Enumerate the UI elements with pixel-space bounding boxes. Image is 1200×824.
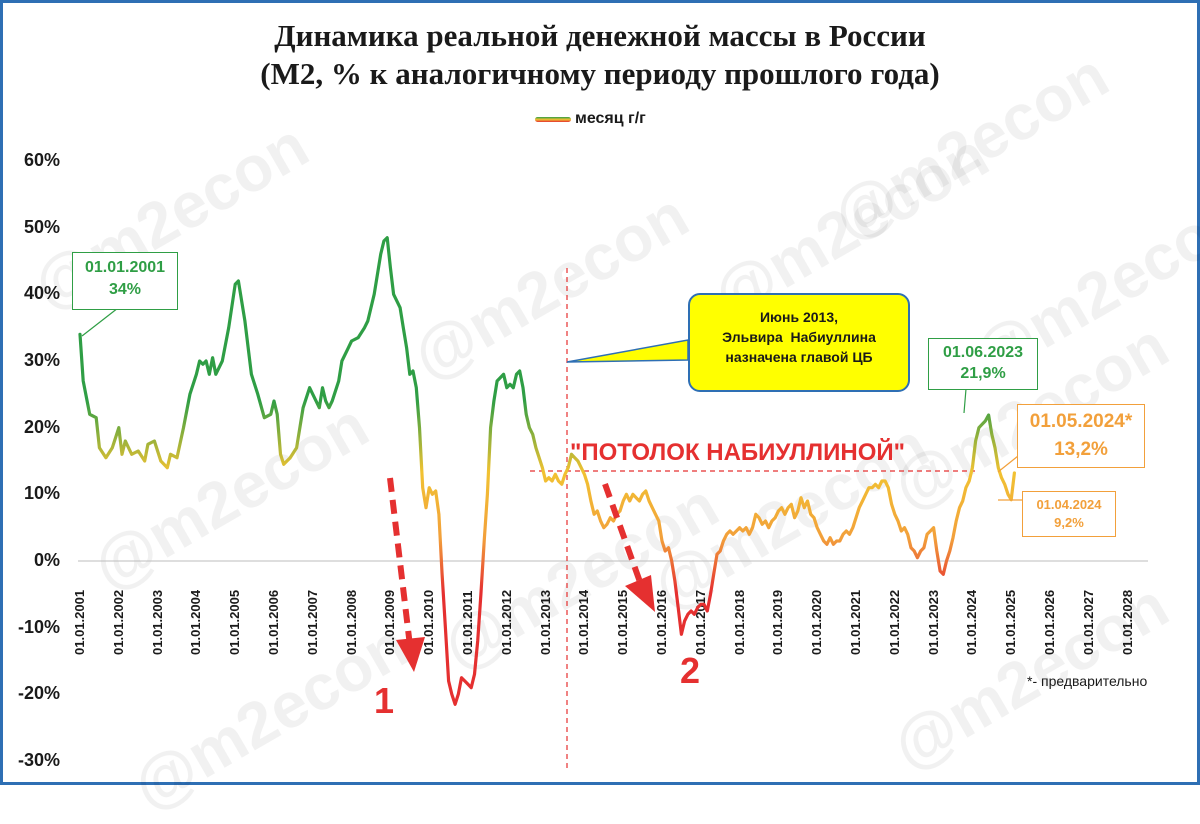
y-tick-label: 50% (23, 216, 60, 237)
prev-callout-date: 01.04.2024 (1036, 497, 1102, 512)
legend: месяц г/г (535, 110, 646, 128)
legend-label: месяц г/г (575, 110, 646, 127)
last-callout: 01.05.2024* 13,2% (1017, 404, 1145, 468)
y-tick-label: -10% (17, 616, 60, 637)
peak-callout-pointer (963, 388, 967, 414)
nabiullina-note: Июнь 2013, Эльвира Набиуллина назначена … (688, 293, 910, 392)
marker-2: 2 (680, 650, 701, 691)
chart-frame (0, 0, 1200, 785)
chart-title: Динамика реальной денежной массы в Росси… (274, 18, 926, 53)
y-tick-label: 60% (23, 150, 60, 170)
plot-area (78, 236, 1148, 770)
note-line-1: Июнь 2013, (759, 309, 838, 325)
peak-callout-value: 21,9% (960, 365, 1006, 382)
arrow-2 (602, 482, 655, 612)
y-tick-label: 30% (23, 350, 60, 370)
prev-callout-value: 9,2% (1054, 515, 1084, 530)
y-tick-label: -30% (17, 750, 60, 770)
note-line-3: назначена главой ЦБ (725, 349, 873, 365)
last-callout-date: 01.05.2024* (1029, 411, 1133, 432)
legend-swatch (535, 116, 571, 122)
ceiling-label: "ПОТОЛОК НАБИУЛЛИНОЙ" (570, 439, 905, 466)
last-callout-pointer (997, 455, 1019, 473)
start-callout-value: 34% (108, 281, 142, 298)
footnote: *- предварительно (1027, 673, 1148, 689)
last-callout-value: 13,2% (1054, 439, 1108, 460)
marker-1: 1 (374, 680, 395, 721)
peak-callout: 01.06.2023 21,9% (928, 338, 1038, 390)
arrow-1 (387, 477, 425, 672)
start-callout-pointer (81, 307, 119, 337)
y-tick-label: -20% (17, 683, 60, 704)
prev-callout: 01.04.2024 9,2% (1022, 491, 1116, 537)
series-line (78, 236, 1016, 706)
y-tick-label: 20% (23, 416, 60, 437)
y-tick-label: 10% (23, 483, 60, 504)
y-tick-label: 40% (23, 283, 60, 304)
chart-subtitle: (М2, % к аналогичному периоду прошлого г… (260, 56, 940, 91)
start-callout: 01.01.2001 34% (72, 252, 178, 310)
note-pointer (566, 339, 689, 363)
y-tick-label: 0% (33, 550, 60, 570)
note-line-2: Эльвира Набиуллина (722, 329, 876, 345)
peak-callout-date: 01.06.2023 (942, 344, 1024, 361)
start-callout-date: 01.01.2001 (84, 259, 166, 276)
